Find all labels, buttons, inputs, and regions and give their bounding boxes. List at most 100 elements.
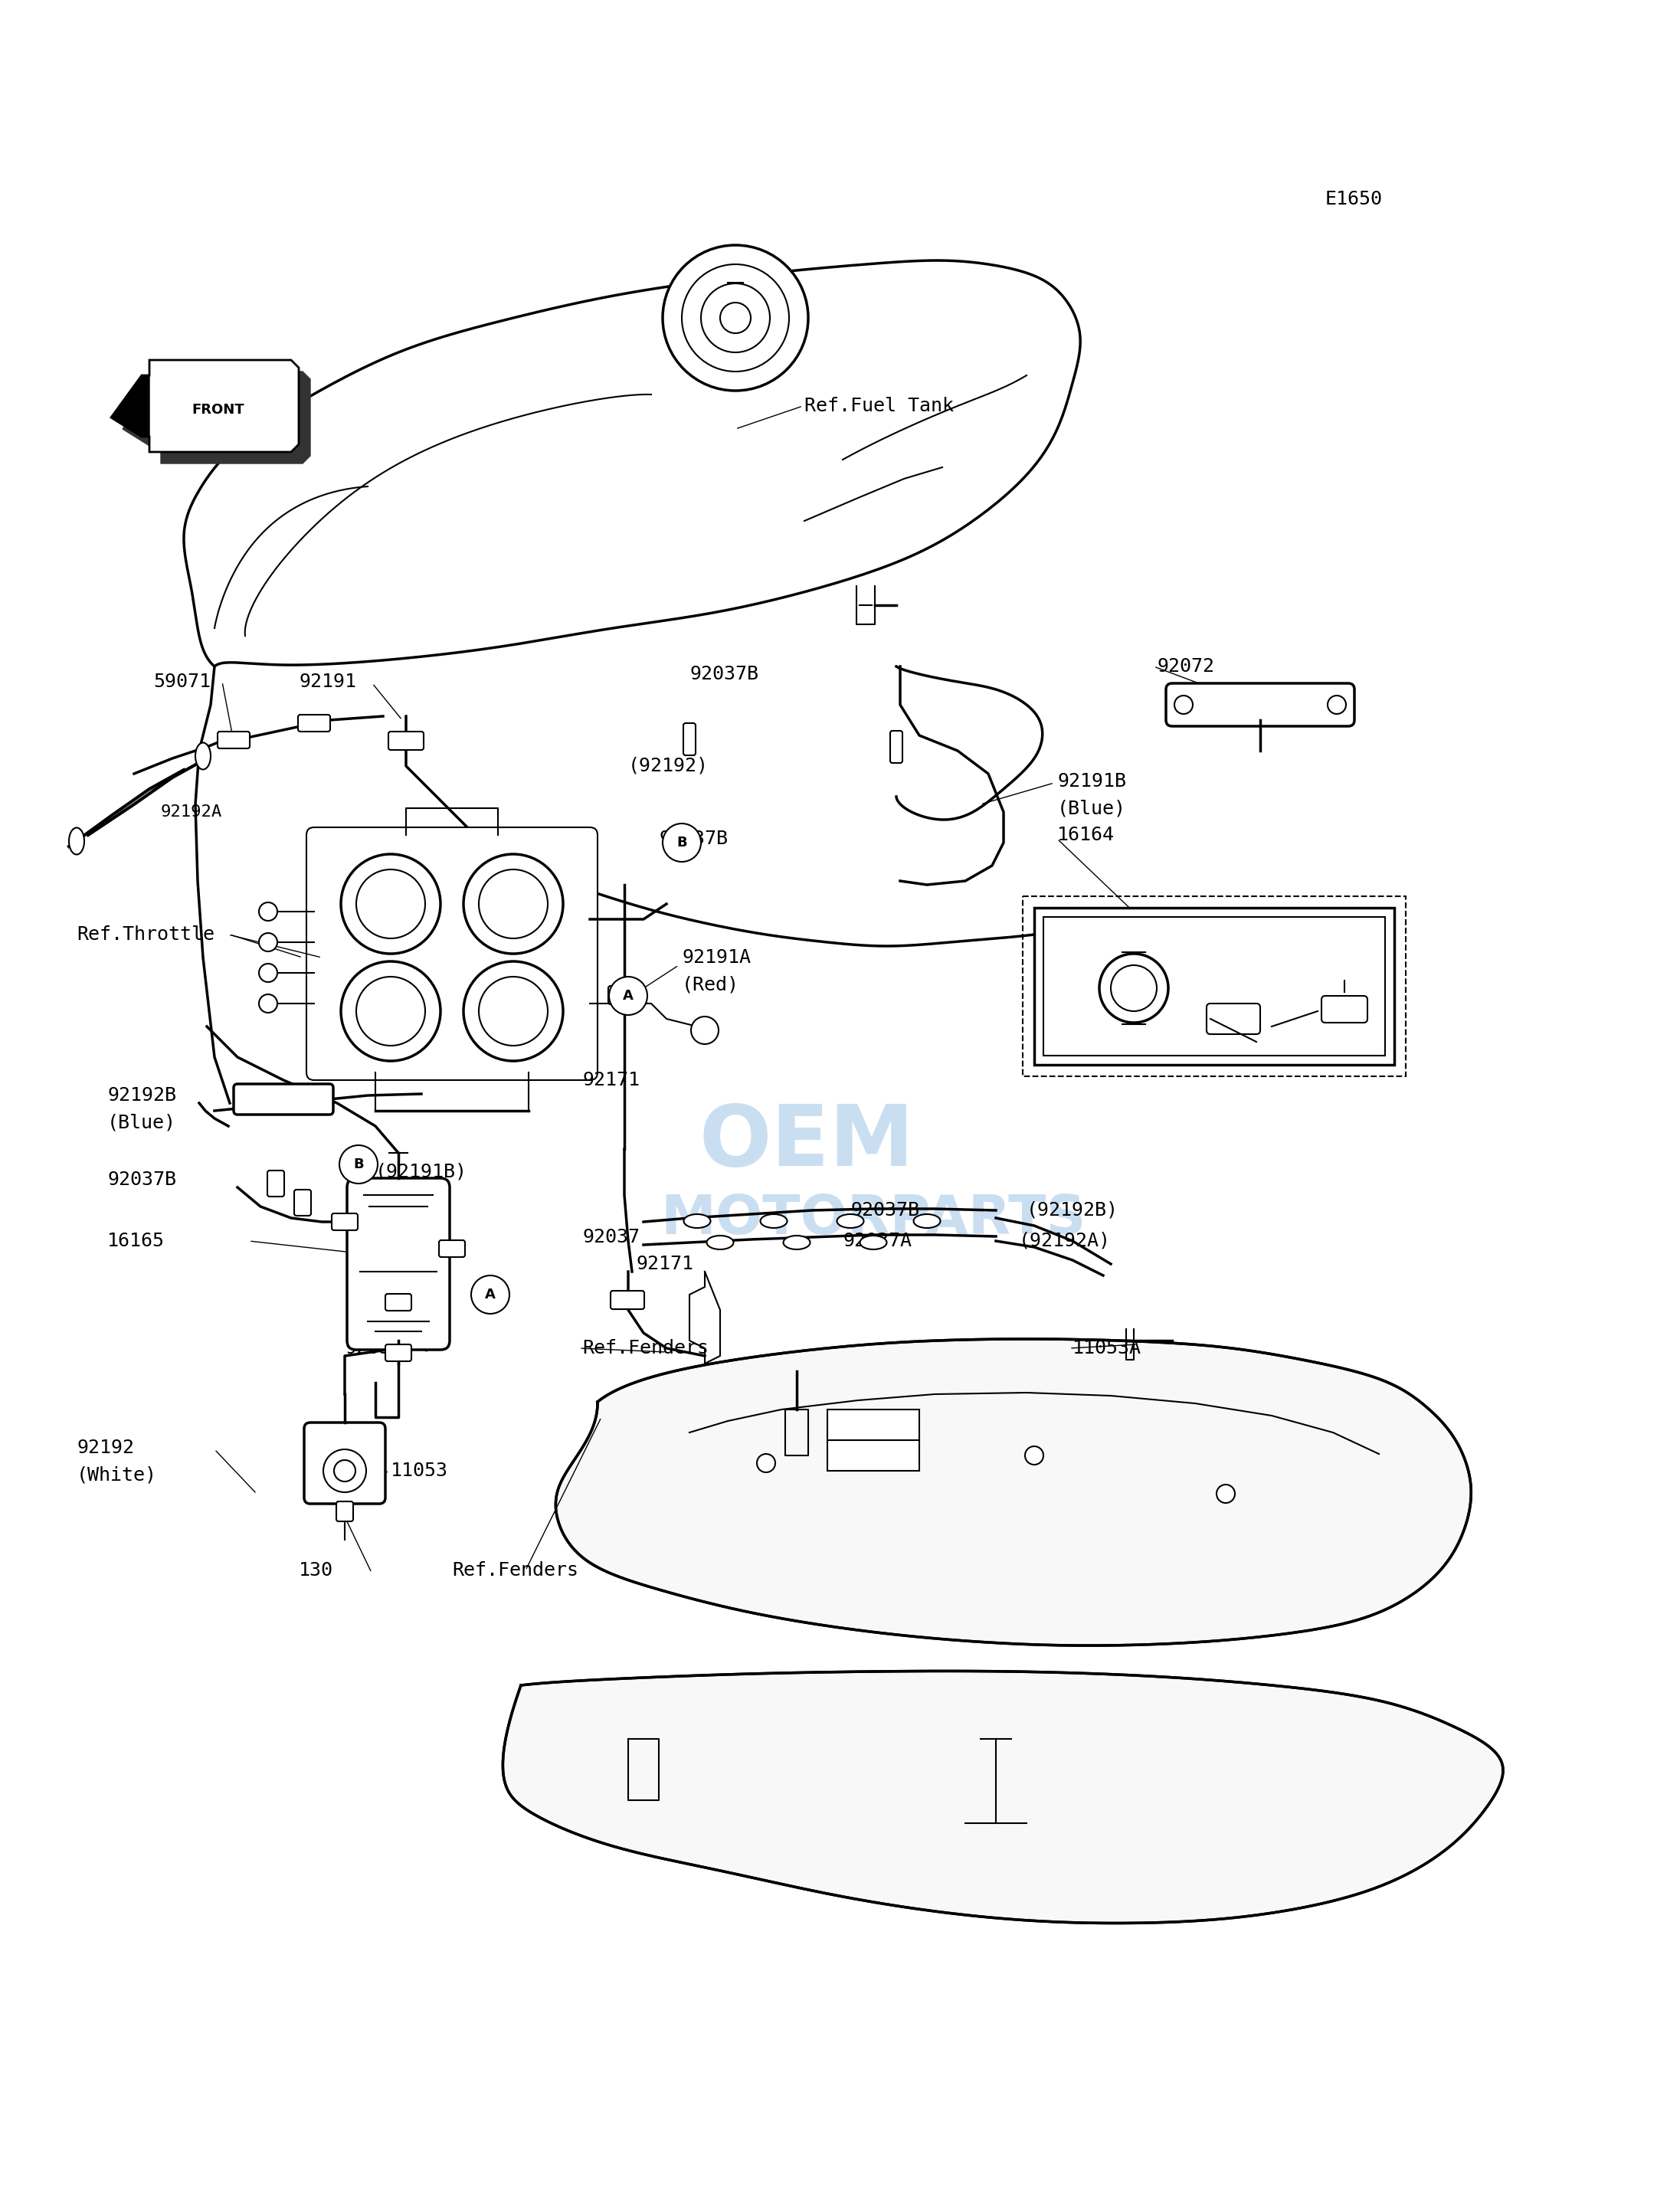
Ellipse shape — [837, 1215, 864, 1228]
Circle shape — [479, 978, 548, 1046]
Circle shape — [356, 870, 425, 938]
Text: 92192: 92192 — [77, 1439, 134, 1457]
Circle shape — [701, 283, 769, 352]
Circle shape — [356, 978, 425, 1046]
Text: 92171: 92171 — [635, 1254, 694, 1272]
Circle shape — [323, 1450, 366, 1492]
Circle shape — [1174, 696, 1193, 714]
FancyBboxPatch shape — [304, 1421, 385, 1503]
Circle shape — [1025, 1446, 1043, 1465]
Circle shape — [259, 964, 277, 982]
FancyBboxPatch shape — [388, 732, 423, 749]
Text: A: A — [623, 989, 633, 1002]
Ellipse shape — [914, 1215, 941, 1228]
Bar — [827, 1410, 919, 1470]
Circle shape — [610, 978, 647, 1015]
Text: (Blue): (Blue) — [108, 1114, 176, 1131]
Circle shape — [464, 855, 563, 953]
Text: 16165: 16165 — [108, 1233, 165, 1250]
Circle shape — [259, 903, 277, 921]
FancyBboxPatch shape — [385, 1294, 412, 1312]
Text: Ref.Fenders: Ref.Fenders — [452, 1562, 578, 1580]
Text: (92192A): (92192A) — [1018, 1233, 1110, 1250]
Ellipse shape — [707, 1235, 734, 1250]
FancyBboxPatch shape — [684, 723, 696, 756]
FancyBboxPatch shape — [267, 1171, 284, 1197]
FancyBboxPatch shape — [890, 732, 902, 762]
Text: Ref.Fenders: Ref.Fenders — [583, 1338, 709, 1358]
Text: Ref.Throttle: Ref.Throttle — [77, 925, 215, 945]
Text: 92191: 92191 — [299, 672, 356, 692]
Circle shape — [662, 824, 701, 861]
Text: 92037B: 92037B — [689, 666, 758, 683]
Text: MOTORPARTS: MOTORPARTS — [660, 1193, 1087, 1246]
Ellipse shape — [860, 1235, 887, 1250]
FancyBboxPatch shape — [297, 714, 331, 732]
Polygon shape — [556, 1338, 1472, 1646]
Text: 11012: 11012 — [1326, 934, 1383, 951]
Text: (Blue): (Blue) — [1057, 800, 1126, 817]
Circle shape — [341, 855, 440, 953]
Circle shape — [259, 995, 277, 1013]
Bar — [1043, 916, 1384, 1055]
Text: OEM: OEM — [699, 1101, 914, 1184]
Text: 92037: 92037 — [583, 1228, 640, 1246]
Text: 16164: 16164 — [1057, 826, 1114, 844]
Text: 92192B: 92192B — [108, 1085, 176, 1105]
FancyBboxPatch shape — [331, 1213, 358, 1230]
Polygon shape — [502, 1672, 1504, 1922]
Text: 92037D: 92037D — [344, 1338, 413, 1358]
Circle shape — [662, 246, 808, 391]
Text: 92037B: 92037B — [375, 1193, 444, 1213]
Text: (92192B): (92192B) — [1026, 1202, 1119, 1219]
Text: 92191B: 92191B — [1057, 771, 1126, 791]
Text: Ref.Fuel Tank: Ref.Fuel Tank — [805, 398, 954, 415]
Text: 59071: 59071 — [153, 672, 210, 692]
Text: 92037B: 92037B — [375, 1228, 444, 1246]
Circle shape — [464, 962, 563, 1061]
Text: (92191B): (92191B) — [375, 1162, 467, 1182]
Ellipse shape — [761, 1215, 788, 1228]
Circle shape — [721, 303, 751, 334]
Text: 130: 130 — [299, 1562, 333, 1580]
Circle shape — [758, 1454, 774, 1472]
Text: 92037B: 92037B — [850, 1202, 919, 1219]
Text: (92192): (92192) — [628, 756, 709, 776]
Text: 92037C: 92037C — [1173, 934, 1242, 951]
Text: 92192A: 92192A — [161, 804, 222, 819]
FancyBboxPatch shape — [1166, 683, 1354, 727]
Circle shape — [334, 1461, 356, 1481]
Polygon shape — [111, 376, 150, 437]
Circle shape — [690, 1017, 719, 1044]
Ellipse shape — [69, 828, 84, 855]
FancyBboxPatch shape — [385, 1345, 412, 1362]
Text: 92072: 92072 — [1158, 657, 1215, 677]
FancyBboxPatch shape — [306, 828, 598, 1081]
Circle shape — [259, 934, 277, 951]
Circle shape — [470, 1276, 509, 1314]
Text: 92171: 92171 — [583, 1070, 640, 1090]
Circle shape — [1110, 964, 1158, 1011]
Text: B: B — [677, 835, 687, 850]
Ellipse shape — [783, 1235, 810, 1250]
Circle shape — [1099, 953, 1168, 1022]
Text: 92037B: 92037B — [659, 830, 727, 848]
FancyBboxPatch shape — [218, 732, 250, 749]
Bar — [1035, 907, 1394, 1066]
Text: 92037A: 92037A — [843, 1233, 912, 1250]
Circle shape — [1216, 1485, 1235, 1503]
FancyBboxPatch shape — [1322, 995, 1368, 1022]
Text: A: A — [486, 1287, 496, 1301]
Ellipse shape — [195, 743, 210, 769]
Text: 11053: 11053 — [391, 1461, 449, 1481]
FancyBboxPatch shape — [610, 1292, 643, 1309]
Text: 92191A: 92191A — [682, 949, 751, 967]
FancyBboxPatch shape — [1206, 1004, 1260, 1035]
Circle shape — [682, 264, 790, 371]
Text: FRONT: FRONT — [192, 402, 245, 417]
Text: 11053A: 11053A — [1072, 1338, 1141, 1358]
Text: B: B — [353, 1158, 365, 1171]
Text: 92037B: 92037B — [108, 1171, 176, 1189]
Polygon shape — [123, 371, 311, 464]
Text: (Red): (Red) — [682, 975, 739, 993]
